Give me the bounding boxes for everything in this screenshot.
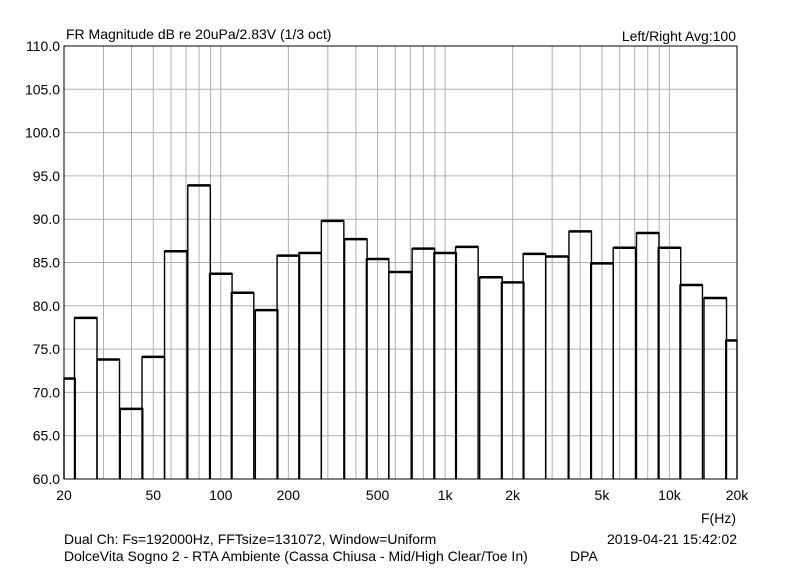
x-tick-label: 200 — [277, 487, 301, 503]
x-tick-label: 10k — [658, 487, 682, 503]
y-tick-label: 90.0 — [33, 211, 60, 227]
chart-title: FR Magnitude dB re 20uPa/2.83V (1/3 oct) — [66, 26, 332, 42]
y-tick-label: 105.0 — [25, 81, 60, 97]
x-tick-label: 500 — [366, 487, 390, 503]
measurement-settings: Dual Ch: Fs=192000Hz, FFTsize=131072, Wi… — [64, 531, 437, 547]
y-tick-label: 80.0 — [33, 298, 60, 314]
x-tick-label: 20 — [56, 487, 72, 503]
x-tick-label: 1k — [438, 487, 454, 503]
measurement-tag: DPA — [570, 548, 598, 564]
y-tick-label: 100.0 — [25, 125, 60, 141]
channel-average-label: Left/Right Avg:100 — [621, 28, 736, 44]
y-tick-label: 85.0 — [33, 255, 60, 271]
plot-frame — [63, 45, 738, 480]
x-tick-label: 5k — [595, 487, 611, 503]
x-tick-label: 20k — [726, 487, 750, 503]
y-tick-label: 95.0 — [33, 168, 60, 184]
timestamp: 2019-04-21 15:42:02 — [607, 531, 737, 547]
y-tick-label: 110.0 — [26, 38, 60, 54]
x-tick-label: 2k — [505, 487, 521, 503]
x-tick-label: 50 — [145, 487, 161, 503]
y-tick-label: 75.0 — [33, 341, 60, 357]
x-tick-label: 100 — [209, 487, 233, 503]
y-tick-label: 70.0 — [33, 384, 60, 400]
y-tick-label: 60.0 — [33, 471, 60, 487]
x-axis-label: F(Hz) — [701, 510, 736, 526]
measurement-description: DolceVita Sogno 2 - RTA Ambiente (Cassa … — [64, 548, 528, 564]
y-tick-label: 65.0 — [33, 428, 60, 444]
